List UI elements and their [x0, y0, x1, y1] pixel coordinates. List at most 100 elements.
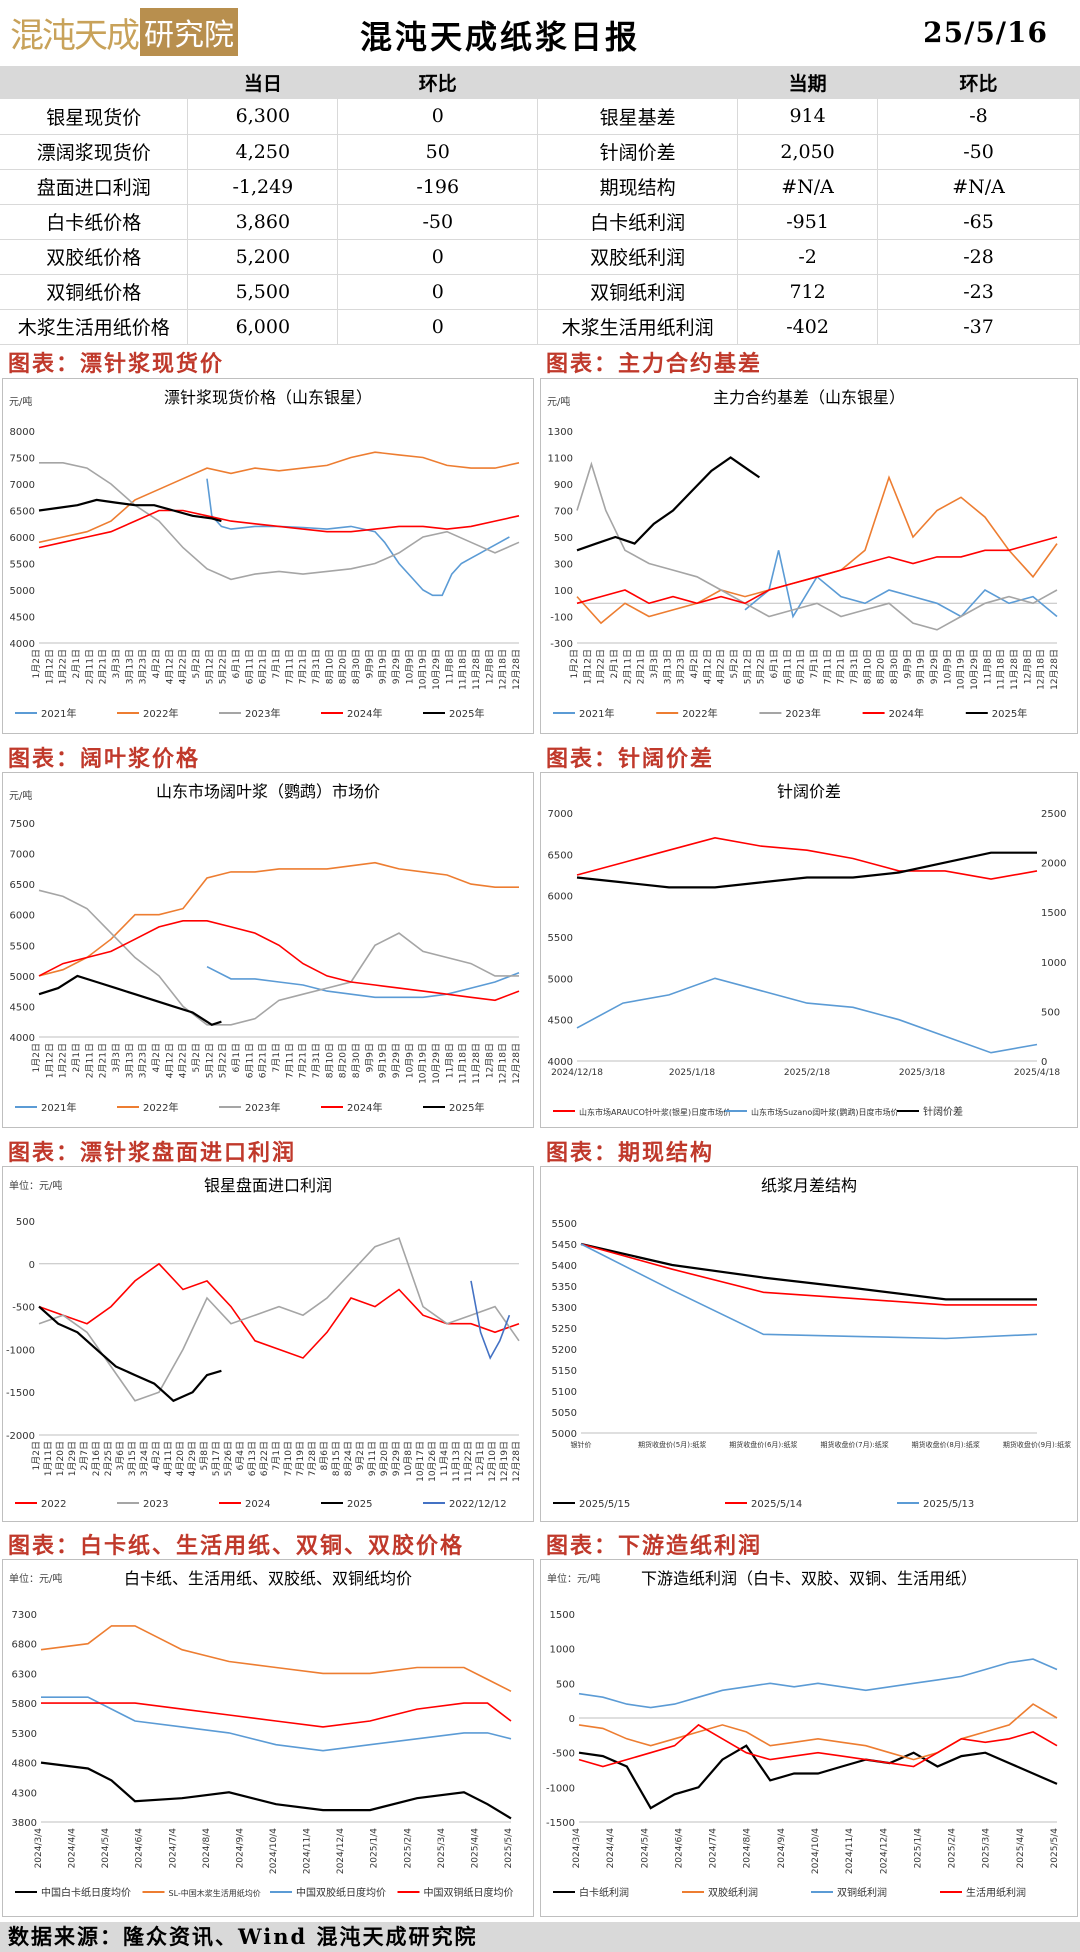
- x-tick-label: 11月28日: [1009, 649, 1020, 690]
- table-header-row: 当日 环比 当期 环比: [0, 66, 1080, 99]
- x-tick-label: 5月22日: [756, 649, 767, 684]
- x-tick-label: 11月18日: [458, 649, 469, 690]
- table-header-blank2: [537, 66, 738, 99]
- row-period: 914: [737, 99, 879, 135]
- y-tick-label: 5050: [552, 1408, 577, 1419]
- y-tick-label: 1500: [550, 1610, 575, 1621]
- x-tick-label: 4月2日: [151, 1441, 162, 1470]
- y-tick-label: 6800: [12, 1640, 37, 1651]
- x-tick-label: 5月12日: [742, 649, 753, 684]
- x-tick-label: 2024/11/4: [845, 1828, 855, 1874]
- x-tick-label: 2024/11/4: [303, 1828, 313, 1874]
- x-tick-label: 2024/8/4: [202, 1828, 212, 1869]
- y-tick-label: -300: [550, 639, 573, 650]
- x-tick-label: 6月1日: [769, 649, 780, 678]
- y-tick-label: 1100: [548, 454, 573, 465]
- chart-svg: 山东市场阔叶浆（鹦鹉）市场价 元/吨 7500 7000 6500 6000 5500 500…: [9, 782, 522, 1114]
- x-tick-label: 1月2日: [31, 649, 42, 678]
- x-tick-label: 7月19日: [295, 1441, 306, 1476]
- x-tick-label: 12月18日: [498, 1043, 509, 1084]
- y-tick-label: 4500: [548, 1016, 573, 1027]
- x-tick-label: 8月20日: [338, 649, 349, 684]
- x-tick-label: 7月11日: [822, 649, 833, 684]
- x-tick-label: 4月2日: [151, 649, 162, 678]
- legend-label: 2022/12/12: [449, 1499, 507, 1510]
- row-label-right: 期现结构: [537, 169, 739, 205]
- chart-title: 主力合约基差（山东银星）: [713, 388, 905, 407]
- x-tick-label: 2月11日: [622, 649, 633, 684]
- chart-title: 针阔价差: [777, 782, 841, 801]
- y-tick-label: 5500: [10, 560, 35, 571]
- y-tick-label: 7300: [12, 1610, 37, 1621]
- x-tick-label: 2024/12/4: [336, 1828, 346, 1874]
- x-tick-label: 1月11日: [43, 1441, 54, 1476]
- y-tick-label: 7000: [10, 850, 35, 861]
- x-tick-label: 1月20日: [55, 1441, 66, 1476]
- y2-tick-label: 0: [1041, 1057, 1047, 1068]
- chart-panel-structure: 纸浆月差结构 5500 5450 5400 5350 5300 5250 5200 5150 51…: [540, 1166, 1078, 1522]
- y2-tick-label: 1500: [1041, 908, 1066, 919]
- section-title-basis: 图表：主力合约基差: [546, 351, 763, 377]
- chart-title: 银星盘面进口利润: [204, 1176, 332, 1195]
- legend-label: 双胶纸利润: [708, 1886, 758, 1899]
- x-tick-label: 4月2日: [151, 1043, 162, 1072]
- x-tick-label: 2024/3/4: [34, 1828, 44, 1869]
- x-tick-label: 6月22日: [259, 1441, 270, 1476]
- chart-svg: 银星盘面进口利润单位：元/吨5000-500-1000-1500-20001月2…: [6, 1176, 522, 1510]
- y-tick-label: 5500: [548, 933, 573, 944]
- x-tick-label: 9月9日: [364, 1043, 375, 1072]
- x-tick-label: 2月21日: [98, 1043, 109, 1078]
- row-period: -2: [737, 239, 879, 275]
- x-tick-label: 2月21日: [98, 649, 109, 684]
- row-today: 5,500: [187, 274, 339, 310]
- x-tick-label: 2月16日: [91, 1441, 102, 1476]
- x-tick-label: 10月26日: [427, 1441, 438, 1482]
- y-tick-label: -2000: [6, 1431, 35, 1442]
- x-tick-label: 6月11日: [244, 649, 255, 684]
- x-tick-label: 2月11日: [84, 649, 95, 684]
- x-tick-label: 8月15日: [331, 1441, 342, 1476]
- x-tick-label: 2024/6/4: [135, 1828, 145, 1869]
- x-tick-label: 2024/10/4: [269, 1828, 279, 1874]
- x-tick-label: 5月26日: [223, 1441, 234, 1476]
- x-tick-label: 4月12日: [702, 649, 713, 684]
- x-tick-label: 9月29日: [391, 1441, 402, 1476]
- series-line: [576, 851, 1037, 889]
- x-tick-label: 2024/5/4: [640, 1828, 650, 1869]
- series-line: [38, 451, 520, 544]
- x-tick-label: 11月13日: [451, 1441, 462, 1482]
- series-line: [576, 977, 1038, 1054]
- legend-label: 2021年: [579, 707, 614, 720]
- legend-label: 山东市场Suzano阔叶浆(鹦鹉)日度市场价: [751, 1107, 898, 1117]
- row-change: 0: [337, 309, 539, 345]
- x-tick-label: 1月22日: [596, 649, 607, 684]
- x-tick-label: 10月19日: [418, 649, 429, 690]
- row-label: 双胶纸价格: [0, 239, 189, 275]
- series-line: [470, 1280, 511, 1360]
- row-change: 0: [337, 239, 539, 275]
- x-tick-label: 3月13日: [124, 1043, 135, 1078]
- legend-label: 2023年: [785, 707, 820, 720]
- x-tick-label: 11月28日: [471, 1043, 482, 1084]
- x-tick-label: 2025/4/4: [470, 1828, 480, 1869]
- logo: 混沌天成 研究院: [10, 8, 238, 56]
- series-line: [578, 1658, 1058, 1709]
- series-line: [38, 498, 222, 523]
- x-tick-label: 3月3日: [649, 649, 660, 678]
- y-tick-label: 5500: [552, 1219, 577, 1230]
- x-tick-label: 8月10日: [324, 649, 335, 684]
- x-tick-label: 12月1日: [475, 1441, 486, 1476]
- x-tick-label: 2025/1/4: [913, 1828, 923, 1869]
- legend-label: 2021年: [41, 707, 76, 720]
- series-line: [41, 1696, 512, 1752]
- chart-panel-import-profit: 银星盘面进口利润 单位：元/吨 500 0 -500 -1000 -1500 -2000 1月2…: [2, 1166, 534, 1522]
- row-label: 盘面进口利润: [0, 169, 189, 205]
- x-tick-label: 5月8日: [199, 1441, 210, 1470]
- table-header-period: 当期: [737, 66, 878, 99]
- x-tick-label: 10月29日: [431, 649, 442, 690]
- chart-svg: 针阔价差700065006000550050004500400025002000…: [548, 782, 1067, 1118]
- y-tick-label: 4000: [10, 1033, 35, 1044]
- legend-label: 中国双铜纸日度均价: [424, 1886, 514, 1899]
- chart-svg: 主力合约基差（山东银星） 元/吨 1300 1100 900 700 500 300 100 -1…: [547, 388, 1060, 720]
- x-tick-label: 9月29日: [929, 649, 940, 684]
